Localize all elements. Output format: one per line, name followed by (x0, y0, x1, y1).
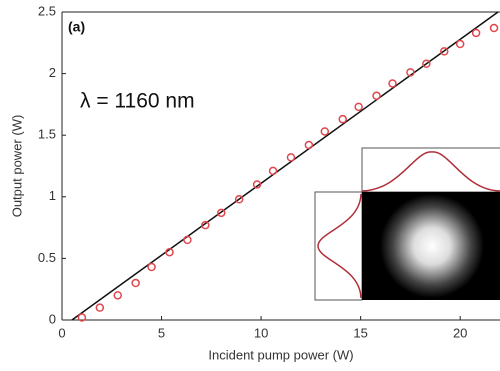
x-tick-label: 0 (58, 325, 65, 340)
page: {"chart_data": {"type": "scatter", "pane… (0, 0, 500, 371)
annotation: λ = 1160 nm (80, 90, 195, 113)
data-point (184, 236, 191, 243)
inset-left-panel (315, 192, 362, 300)
data-point (457, 41, 464, 48)
x-tick-label: 5 (158, 325, 165, 340)
data-point (389, 80, 396, 87)
data-point (373, 92, 380, 99)
y-tick-label: 2.5 (38, 3, 56, 18)
data-point (305, 142, 312, 149)
x-tick-label: 10 (254, 325, 268, 340)
data-point (148, 264, 155, 271)
data-point (491, 25, 498, 32)
data-point (114, 292, 121, 299)
data-point (270, 167, 277, 174)
data-point (132, 280, 139, 287)
beam-profile-inset (315, 148, 500, 300)
y-tick-label: 0 (49, 311, 56, 326)
y-tick-label: 1 (49, 188, 56, 203)
data-point (96, 304, 103, 311)
x-axis-label: Incident pump power (W) (208, 347, 353, 362)
x-tick-label: 15 (353, 325, 367, 340)
data-point (355, 103, 362, 110)
y-tick-label: 1.5 (38, 127, 56, 142)
data-point (287, 154, 294, 161)
data-point (473, 29, 480, 36)
y-axis-label: Output power (W) (9, 115, 24, 218)
panel-label: (a) (68, 19, 85, 35)
y-tick-label: 0.5 (38, 250, 56, 265)
data-point (339, 116, 346, 123)
data-point (321, 128, 328, 135)
x-tick-label: 20 (453, 325, 467, 340)
chart: (a) λ = 1160 nm Incident pump power (W) … (0, 0, 500, 371)
beam-spot (380, 194, 484, 298)
y-tick-label: 2 (49, 65, 56, 80)
